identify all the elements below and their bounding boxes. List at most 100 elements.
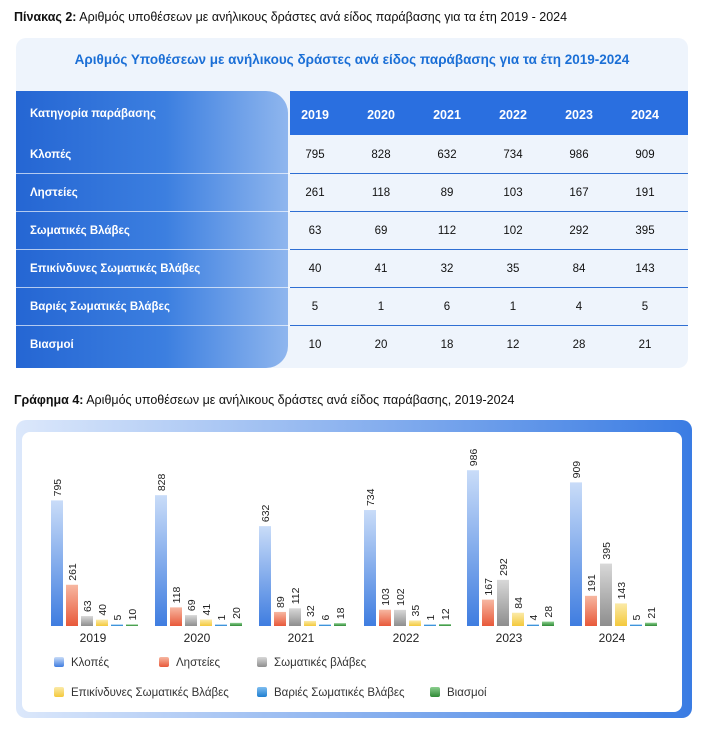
bar [409, 620, 421, 626]
table-cell: 118 [371, 187, 391, 199]
bar [81, 616, 93, 626]
header-year: 2022 [499, 108, 527, 122]
table-cell: 63 [308, 225, 322, 237]
bar [394, 609, 406, 626]
chart-caption: Γράφημα 4: Αριθμός υποθέσεων με ανήλικου… [14, 393, 514, 407]
data-label: 103 [380, 588, 392, 606]
data-label: 20 [231, 607, 243, 619]
bar [170, 607, 182, 626]
bar [215, 624, 227, 626]
row-divider [290, 173, 688, 174]
bar [259, 526, 271, 626]
data-label: 191 [586, 574, 598, 592]
data-label: 828 [156, 473, 168, 491]
data-label: 143 [616, 582, 628, 600]
bar [185, 615, 197, 626]
chart-caption-label: Γράφημα 4: [14, 393, 84, 407]
legend-label: Σωματικές βλάβες [274, 657, 367, 669]
table-cell: 12 [506, 339, 520, 351]
x-tick-label: 2022 [393, 631, 420, 645]
row-label: Βαριές Σωματικές Βλάβες [30, 301, 170, 313]
data-label: 261 [67, 563, 79, 581]
header-year: 2021 [433, 108, 461, 122]
bar [527, 624, 539, 626]
table-cell: 191 [635, 187, 655, 199]
bar [630, 624, 642, 626]
bar [66, 584, 78, 626]
table-cell: 795 [305, 149, 325, 161]
legend-label: Βαριές Σωματικές Βλάβες [274, 687, 405, 699]
data-label: 795 [52, 479, 64, 497]
bar [274, 611, 286, 626]
bar [319, 624, 331, 626]
bar [645, 622, 657, 626]
legend-swatch [430, 687, 440, 697]
legend-label: Επικίνδυνες Σωματικές Βλάβες [71, 687, 229, 699]
data-label: 986 [468, 449, 480, 467]
bar [467, 470, 479, 626]
bar [364, 510, 376, 626]
table-cell: 40 [308, 263, 322, 275]
header-year: 2020 [367, 108, 395, 122]
data-label: 84 [513, 597, 525, 609]
data-label: 167 [483, 578, 495, 596]
data-label: 395 [601, 542, 613, 560]
data-label: 102 [395, 588, 407, 606]
bar [111, 624, 123, 626]
data-label: 1 [216, 615, 228, 621]
row-label: Σωματικές Βλάβες [30, 225, 130, 237]
legend-swatch [257, 687, 267, 697]
year-header-band [290, 91, 688, 135]
table-cell: 84 [572, 263, 586, 275]
bar [200, 619, 212, 626]
data-label: 734 [365, 488, 377, 506]
table-cell: 1 [509, 301, 517, 313]
bar [155, 495, 167, 626]
table-cell: 103 [503, 187, 523, 199]
data-label: 69 [186, 599, 198, 611]
table-cell: 41 [374, 263, 388, 275]
bar [497, 579, 509, 626]
x-tick-label: 2020 [184, 631, 211, 645]
table-caption-text: Αριθμός υποθέσεων με ανήλικους δράστες α… [76, 10, 568, 24]
table-title: Αριθμός Υποθέσεων με ανήλικους δράστες α… [74, 52, 630, 67]
table-cell: 28 [572, 339, 586, 351]
data-label: 1 [425, 615, 437, 621]
bar [379, 609, 391, 626]
table-cell: 143 [635, 263, 655, 275]
table-cell: 828 [371, 149, 391, 161]
data-label: 28 [543, 606, 555, 618]
row-divider [290, 249, 688, 250]
legend-swatch [54, 657, 64, 667]
table-cell: 112 [437, 225, 457, 237]
data-label: 909 [571, 461, 583, 479]
table-cell: 102 [503, 225, 523, 237]
bar [126, 624, 138, 626]
table-cell: 986 [569, 149, 589, 161]
data-label: 35 [410, 605, 422, 617]
data-label: 32 [305, 605, 317, 617]
legend-label: Κλοπές [71, 657, 110, 669]
table-cell: 909 [635, 149, 655, 161]
table-cell: 6 [443, 301, 451, 313]
bar [51, 500, 63, 626]
table-cell: 89 [440, 187, 454, 199]
x-tick-label: 2024 [599, 631, 626, 645]
row-label: Επικίνδυνες Σωματικές Βλάβες [30, 263, 201, 275]
table-cell: 35 [506, 263, 520, 275]
table-cell: 5 [641, 301, 649, 313]
data-label: 5 [631, 615, 643, 621]
bar [542, 621, 554, 626]
data-label: 112 [290, 587, 302, 604]
table-cell: 4 [575, 301, 583, 313]
table-cell: 20 [374, 339, 388, 351]
data-label: 118 [171, 586, 183, 603]
table-cell: 10 [308, 339, 322, 351]
legend-label: Ληστείες [176, 657, 221, 669]
bar [570, 482, 582, 626]
chart-caption-text: Αριθμός υποθέσεων με ανήλικους δράστες α… [83, 393, 515, 407]
row-label: Κλοπές [30, 149, 72, 161]
bar [439, 624, 451, 626]
table-cell: 734 [503, 149, 523, 161]
